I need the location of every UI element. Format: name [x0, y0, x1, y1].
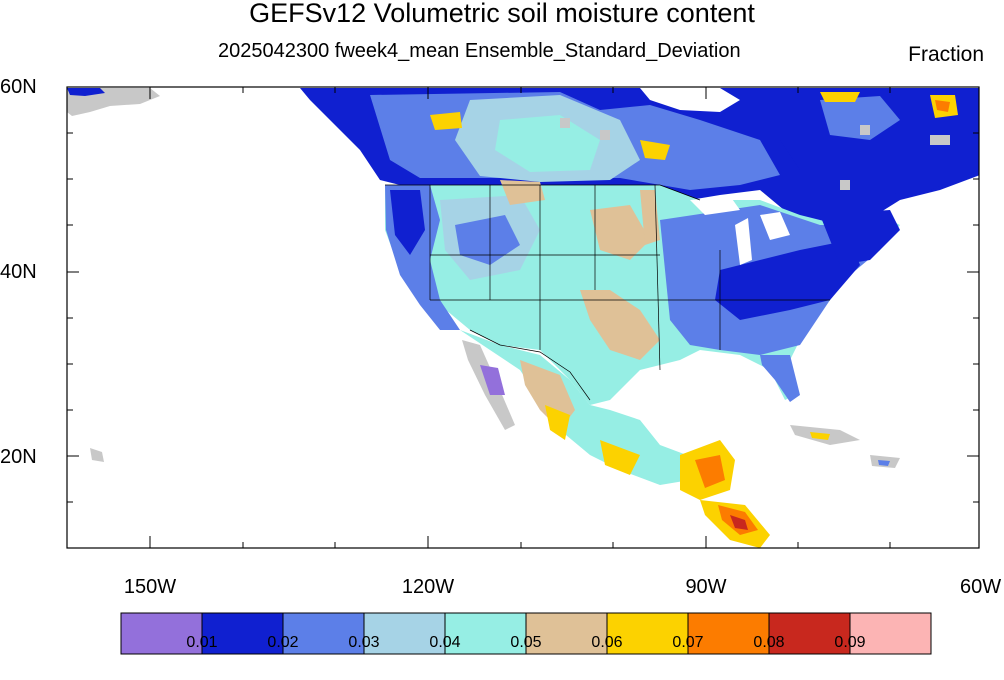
colorbar — [120, 612, 932, 655]
ontario-yellow — [640, 140, 670, 160]
lon-ticks — [149, 87, 980, 548]
missing-data-patch — [600, 130, 610, 140]
units-label: Fraction — [908, 43, 984, 66]
southern-mexico-yellow — [600, 440, 640, 475]
hudson-bay — [640, 88, 740, 112]
lat-label-40n: 40N — [0, 261, 37, 283]
map-subtitle: 2025042300 fweek4_mean Ensemble_Standard… — [218, 40, 741, 62]
colorbar-box — [120, 612, 203, 655]
state-line — [654, 184, 661, 371]
lake-michigan — [735, 218, 752, 265]
missing-data-patch — [840, 180, 850, 190]
lat-label-60n: 60N — [0, 76, 37, 98]
colorbar-box — [687, 612, 770, 655]
missing-data-patch — [860, 125, 870, 135]
dakota-tan-strip — [640, 190, 660, 245]
lake-superior — [690, 196, 740, 215]
colorbar-box — [849, 612, 932, 655]
colorbar-label: 0.08 — [753, 634, 785, 651]
baja-purple — [480, 365, 505, 395]
colorbar-box — [606, 612, 689, 655]
lon-label-120w: 120W — [401, 576, 455, 598]
map-title: GEFSv12 Volumetric soil moisture content — [249, 0, 755, 28]
colorbar-label: 0.07 — [672, 634, 704, 651]
prairie-cyan — [495, 115, 600, 172]
florida-blue — [760, 355, 800, 402]
lon-label-90w: 90W — [685, 576, 727, 598]
central-america-red — [730, 515, 748, 530]
colorbar-box — [525, 612, 608, 655]
mexico-region — [460, 330, 700, 485]
rockies-blue — [455, 215, 520, 265]
colorbar-label: 0.03 — [348, 634, 380, 651]
missing-data-patch — [930, 135, 950, 145]
lat-label-20n: 20N — [0, 446, 37, 468]
colorbar-label: 0.09 — [834, 634, 866, 651]
map-field — [67, 88, 979, 548]
quebec-yellow — [820, 92, 860, 102]
colorbar-label: 0.02 — [267, 634, 299, 651]
labrador-orange — [935, 100, 950, 112]
colorbar-label: 0.01 — [186, 634, 218, 651]
plains-dry-tan — [590, 205, 650, 260]
yucatan-orange — [695, 455, 725, 488]
texas-dry-tan — [580, 290, 660, 360]
lon-label-150w: 150W — [123, 576, 177, 598]
quebec-midblue — [820, 96, 900, 140]
us-mexico-border — [469, 329, 591, 401]
new-england-darkblue — [820, 210, 900, 265]
lat-ticks — [67, 86, 979, 503]
cuba-yellow — [810, 432, 830, 440]
mexico-yellow-spot — [545, 405, 570, 440]
lake-huron — [760, 212, 790, 240]
pacific-nw-darkblue — [390, 190, 425, 255]
missing-data-patch — [560, 118, 570, 128]
us-canada-border — [385, 184, 701, 201]
montana-tan — [500, 180, 545, 205]
colorbar-label: 0.04 — [429, 634, 461, 651]
bc-yellow — [430, 112, 462, 130]
political-borders — [385, 184, 830, 401]
colorbar-box — [768, 612, 851, 655]
alaska-patch — [67, 88, 105, 96]
hawaii-landmass — [90, 448, 104, 462]
lon-label-60w: 60W — [960, 576, 1002, 598]
colorbar-box — [444, 612, 527, 655]
colorbar-label: 0.05 — [510, 634, 542, 651]
colorbar-box — [363, 612, 446, 655]
hispaniola-blue — [878, 460, 890, 466]
colorbar-label: 0.06 — [591, 634, 623, 651]
